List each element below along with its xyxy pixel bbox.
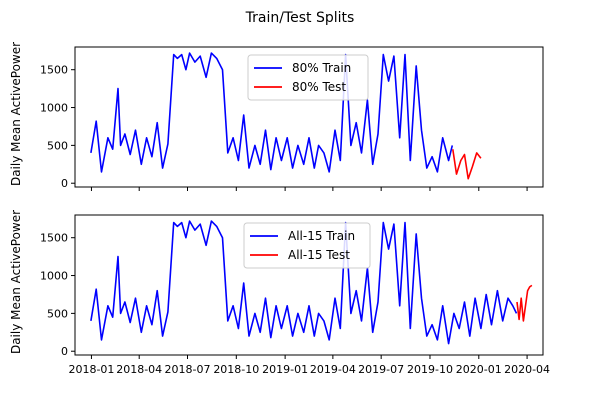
bottom-x-tick-label: 2019-07 (358, 363, 404, 376)
bottom-y-tick-label: 500 (47, 307, 68, 320)
top-y-axis-label: Daily Mean ActivePower (9, 42, 23, 186)
bottom-y-axis-label: Daily Mean ActivePower (9, 210, 23, 354)
bottom-y-tick-label: 0 (61, 345, 68, 358)
top-subplot: Daily Mean ActivePower 0 500 1000 1500 80% T… (9, 42, 544, 191)
bottom-x-tick-label: 2019-10 (407, 363, 453, 376)
top-y-tick-label: 0 (61, 177, 68, 190)
bottom-y-tick-label: 1500 (40, 232, 68, 245)
bottom-x-tick-label: 2018-07 (165, 363, 211, 376)
bottom-subplot: Daily Mean ActivePower 0 500 1000 1500 2018-… (9, 210, 550, 376)
bottom-series-line-train (90, 220, 518, 345)
top-series-line-test (452, 149, 482, 180)
bottom-x-tick-label: 2019-04 (310, 363, 356, 376)
bottom-x-tick-label: 2020-01 (456, 363, 502, 376)
bottom-series-line-test (516, 284, 533, 322)
bottom-x-tick-label: 2019-01 (262, 363, 308, 376)
bottom-legend: All-15 Train All-15 Test (243, 222, 371, 269)
top-y-tick-label: 1000 (40, 102, 68, 115)
legend-label: 80% Test (292, 80, 346, 94)
bottom-axes-frame (74, 214, 544, 356)
bottom-x-tick-label: 2018-04 (116, 363, 162, 376)
bottom-y-tick-label: 1000 (40, 270, 68, 283)
legend-label: 80% Train (292, 61, 351, 75)
top-y-tick-label: 500 (47, 139, 68, 152)
bottom-x-tick-label: 2020-04 (504, 363, 550, 376)
top-legend: 80% Train 80% Test (247, 54, 369, 101)
legend-label: All-15 Test (288, 248, 350, 262)
figure-title: Train/Test Splits (245, 10, 355, 26)
legend-label: All-15 Train (288, 229, 355, 243)
bottom-x-tick-label: 2018-10 (213, 363, 259, 376)
top-axes-frame (74, 46, 544, 188)
top-series-line-train (90, 52, 454, 173)
top-y-tick-label: 1500 (40, 64, 68, 77)
bottom-x-tick-label: 2018-01 (68, 363, 114, 376)
